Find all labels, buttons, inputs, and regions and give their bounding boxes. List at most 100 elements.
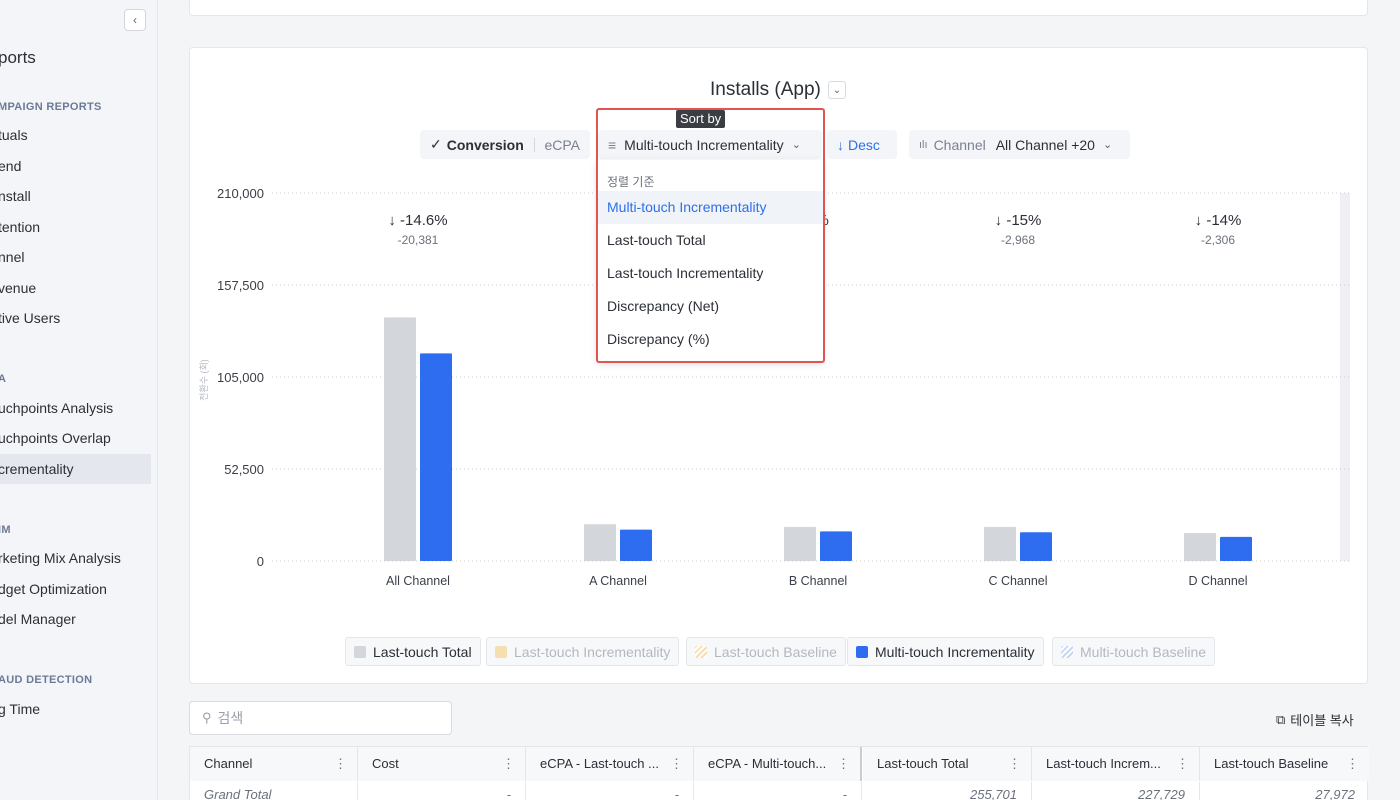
grand-total-cell: 27,972 [1315, 787, 1355, 800]
column-header-last-touch-baseline[interactable]: Last-touch Baseline ⋮ [1200, 747, 1369, 781]
channel-filter-value: All Channel +20 [995, 136, 1095, 153]
sort-by-tooltip: Sort by [676, 110, 726, 128]
bar-last-touch-total [1184, 532, 1216, 561]
bar-chart: 210,000 157,500 105,000 52,500 0 전환수 (회) All C… [198, 186, 1350, 588]
y-tick-label: 105,000 [217, 370, 264, 385]
grand-total-cell: 255,701 [863, 782, 1032, 800]
sidebar-section-a: A [0, 373, 6, 385]
sidebar-item-spend[interactable]: end [0, 158, 22, 174]
chevron-down-icon: ⌄ [832, 84, 842, 96]
divider [533, 137, 535, 152]
sidebar-item-time[interactable]: g Time [0, 701, 41, 717]
delta-percent: ↓ -14.6% [388, 212, 447, 229]
column-header-ecpa-last-touch[interactable]: eCPA - Last-touch ... ⋮ [526, 747, 694, 781]
sort-by-select[interactable]: ≡ Multi-touch Incrementality ⌄ [598, 130, 822, 159]
bar-last-touch-total [784, 526, 816, 561]
column-menu-icon[interactable]: ⋮ [1008, 756, 1021, 771]
legend-swatch [354, 645, 366, 658]
sidebar-section-im: IM [0, 524, 11, 536]
previous-card [189, 0, 1368, 16]
sidebar-item-revenue[interactable]: venue [0, 280, 37, 296]
column-title: Channel [204, 756, 253, 771]
sidebar-item-marketing-mix[interactable]: rketing Mix Analysis [0, 550, 121, 566]
column-header-cost[interactable]: Cost ⋮ [358, 747, 526, 781]
chart-title: Installs (App) [710, 79, 821, 100]
column-menu-icon[interactable]: ⋮ [1176, 756, 1189, 771]
chart-title-dropdown[interactable]: ⌄ [828, 81, 846, 99]
chevron-down-icon: ⌄ [791, 139, 801, 151]
legend-swatch [495, 645, 507, 658]
y-tick-label: 52,500 [224, 462, 264, 477]
sidebar-item-budget-optimization[interactable]: dget Optimization [0, 581, 107, 597]
legend-swatch [1061, 645, 1073, 658]
metric-conversion-option[interactable]: Conversion [446, 136, 524, 153]
sidebar-item-channel[interactable]: nnel [0, 249, 25, 265]
legend-last-touch-baseline[interactable]: Last-touch Baseline [686, 637, 846, 666]
legend-label: Last-touch Incrementality [514, 643, 671, 660]
copy-table-button[interactable]: ⧉ 테이블 복사 [1276, 710, 1354, 729]
y-tick-label: 210,000 [217, 186, 264, 201]
bar-multi-touch-incrementality [820, 531, 852, 561]
column-menu-icon[interactable]: ⋮ [502, 756, 515, 771]
column-title: Cost [372, 756, 399, 771]
column-header-last-touch-total[interactable]: Last-touch Total ⋮ [863, 747, 1032, 781]
table-search-input[interactable]: ⚲ 검색 [189, 701, 452, 735]
sidebar-item-model-manager[interactable]: del Manager [0, 611, 76, 627]
delta-percent: ↓ -15% [995, 212, 1042, 229]
column-title: eCPA - Multi-touch... [708, 756, 827, 771]
legend-last-touch-total[interactable]: Last-touch Total [345, 637, 481, 666]
chevron-left-icon: ‹ [133, 13, 137, 27]
legend-swatch [695, 645, 707, 658]
search-icon: ⚲ [202, 710, 212, 725]
channel-filter[interactable]: ılı Channel All Channel +20 ⌄ [909, 130, 1130, 159]
sidebar-section-fraud-detection: AUD DETECTION [0, 674, 93, 686]
legend-multi-touch-incrementality[interactable]: Multi-touch Incrementality [847, 637, 1044, 666]
bar-last-touch-total [384, 317, 416, 561]
sort-option-last-touch-incrementality[interactable]: Last-touch Incrementality [607, 265, 764, 281]
sort-order-toggle[interactable]: ↓ Desc [827, 130, 897, 159]
sidebar-item-install[interactable]: nstall [0, 188, 31, 204]
bar-multi-touch-incrementality [1020, 532, 1052, 561]
column-header-channel[interactable]: Channel ⋮ [190, 747, 358, 781]
sidebar-item-touchpoints-analysis[interactable]: uchpoints Analysis [0, 400, 114, 416]
bar-chart-icon: ılı [919, 138, 928, 151]
sidebar-item-retention[interactable]: tention [0, 219, 41, 235]
column-header-last-touch-incrementality[interactable]: Last-touch Increm... ⋮ [1032, 747, 1200, 781]
x-tick-label: D Channel [1188, 574, 1247, 588]
metric-ecpa-option[interactable]: eCPA [544, 136, 580, 153]
grand-total-cell: - [526, 782, 694, 800]
bar-last-touch-total [984, 526, 1016, 561]
bar-multi-touch-incrementality [420, 353, 452, 561]
copy-icon: ⧉ [1276, 711, 1286, 727]
sort-option-discrepancy-net[interactable]: Discrepancy (Net) [607, 298, 720, 314]
sort-option-last-touch-total[interactable]: Last-touch Total [607, 232, 706, 248]
column-menu-icon[interactable]: ⋮ [670, 756, 683, 771]
collapse-sidebar-button[interactable]: ‹ [124, 9, 146, 31]
legend-multi-touch-baseline[interactable]: Multi-touch Baseline [1052, 637, 1216, 666]
check-icon: ✓ [430, 136, 442, 152]
sidebar-section-campaign-reports: MPAIGN REPORTS [0, 101, 102, 113]
channel-filter-label: Channel [933, 136, 986, 153]
sort-by-menu: 정렬 기준 Multi-touch Incrementality Last-to… [597, 160, 823, 362]
x-tick-label: B Channel [789, 574, 847, 588]
x-tick-label: All Channel [386, 574, 450, 588]
sidebar-item-touchpoints-overlap[interactable]: uchpoints Overlap [0, 430, 111, 446]
sidebar-item-actuals[interactable]: tuals [0, 127, 28, 143]
sidebar-item-incrementality[interactable]: crementality [0, 454, 151, 484]
delta-absolute: -2,306 [1201, 233, 1235, 247]
legend-label: Last-touch Total [373, 643, 472, 660]
column-menu-icon[interactable]: ⋮ [837, 756, 850, 771]
sidebar: ‹ ports MPAIGN REPORTS tuals end nstall … [0, 0, 158, 800]
sort-option-discrepancy-pct[interactable]: Discrepancy (%) [607, 331, 710, 347]
legend-label: Last-touch Baseline [714, 643, 837, 660]
grand-total-cell: 227,729 [1032, 782, 1200, 800]
y-axis-label: 전환수 (회) [198, 359, 209, 401]
sort-option-multi-touch-incrementality[interactable]: Multi-touch Incrementality [597, 191, 823, 224]
column-menu-icon[interactable]: ⋮ [1346, 756, 1359, 771]
column-header-ecpa-multi-touch[interactable]: eCPA - Multi-touch... ⋮ [694, 747, 862, 781]
legend-last-touch-incrementality[interactable]: Last-touch Incrementality [486, 637, 680, 666]
sidebar-item-active-users[interactable]: tive Users [0, 310, 61, 326]
column-menu-icon[interactable]: ⋮ [334, 756, 347, 771]
y-tick-label: 157,500 [217, 278, 264, 293]
arrow-down-icon: ↓ [837, 136, 844, 153]
